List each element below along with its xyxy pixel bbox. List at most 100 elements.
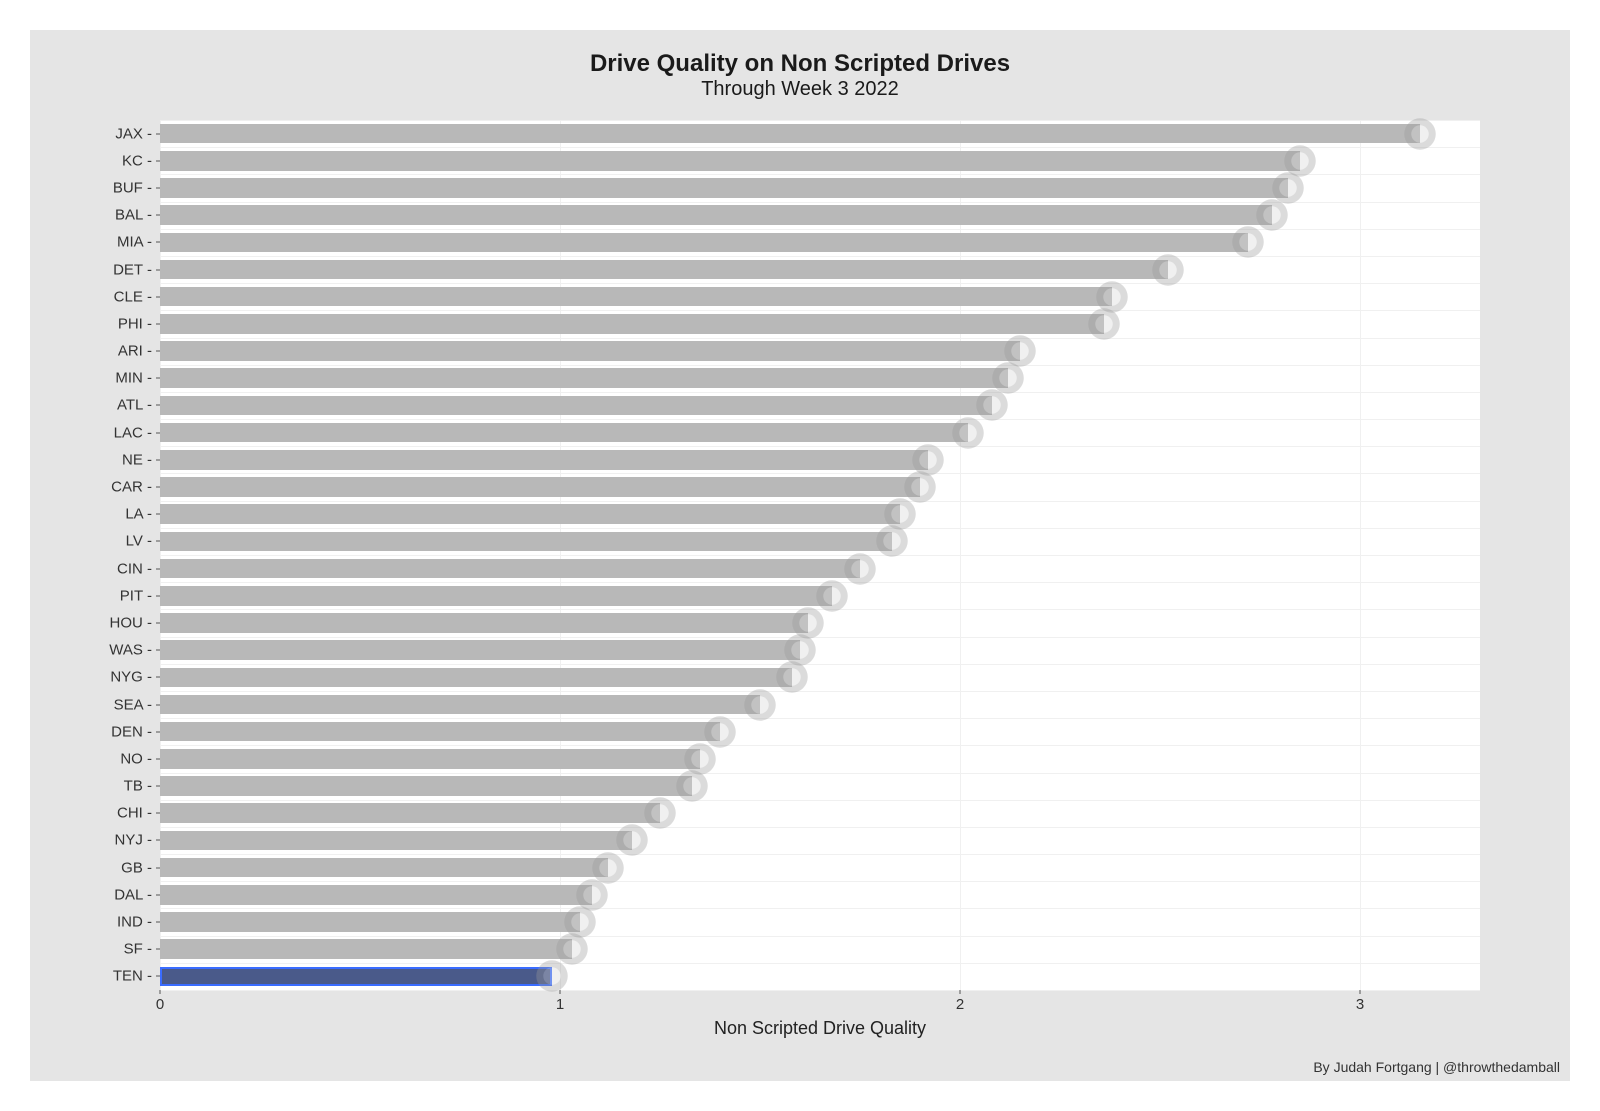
x-tick-label: 2 [956,990,964,1013]
h-gridline [160,256,1480,257]
bar [160,151,1300,171]
y-axis-label: DAL - [114,886,160,903]
y-axis-label: NE - [122,451,160,468]
bar [160,504,900,524]
h-gridline [160,501,1480,502]
bar [160,477,920,497]
y-axis-label: WAS - [109,642,160,659]
y-axis-label: CLE - [114,288,160,305]
team-logo-icon [1227,221,1269,263]
bar [160,314,1104,334]
plot-area: JAX -KC -BUF -BAL -MIA -DET -CLE -PHI -A… [160,120,1480,990]
bar [160,613,808,633]
bar [160,695,760,715]
y-axis-label: IND - [117,914,160,931]
bar [160,912,580,932]
y-axis-label: HOU - [110,614,161,631]
y-axis-label: BUF - [113,179,160,196]
bar [160,939,572,959]
h-gridline [160,473,1480,474]
h-gridline [160,283,1480,284]
bar [160,260,1168,280]
y-axis-label: NO - [120,750,160,767]
y-axis-label: LA - [125,506,160,523]
y-axis-label: LAC - [114,424,160,441]
bar [160,341,1020,361]
y-axis-label: DEN - [111,723,160,740]
y-axis-label: CIN - [117,560,160,577]
h-gridline [160,827,1480,828]
bar [160,885,592,905]
h-gridline [160,365,1480,366]
x-axis-title: Non Scripted Drive Quality [714,1018,926,1039]
x-tick-label: 1 [556,990,564,1013]
h-gridline [160,800,1480,801]
bar [160,287,1112,307]
chart-container: Drive Quality on Non Scripted Drives Thr… [0,0,1600,1111]
h-gridline [160,908,1480,909]
y-axis-label: GB - [121,859,160,876]
h-gridline [160,419,1480,420]
h-gridline [160,338,1480,339]
bar [160,124,1420,144]
h-gridline [160,555,1480,556]
y-axis-label: PIT - [120,587,160,604]
h-gridline [160,446,1480,447]
y-axis-label: NYG - [110,669,160,686]
chart-subtitle: Through Week 3 2022 [70,78,1530,101]
y-axis-label: CHI - [117,805,160,822]
h-gridline [160,881,1480,882]
h-gridline [160,854,1480,855]
chart-panel: Drive Quality on Non Scripted Drives Thr… [30,30,1570,1081]
bar [160,586,832,606]
team-logo-icon [1083,303,1125,345]
h-gridline [160,963,1480,964]
bar [160,668,792,688]
h-gridline [160,528,1480,529]
y-axis-label: ATL - [117,397,160,414]
h-gridline [160,936,1480,937]
bar [160,233,1248,253]
bar [160,749,700,769]
y-axis-label: TB - [124,778,160,795]
y-axis-label: ARI - [118,343,160,360]
h-gridline [160,691,1480,692]
h-gridline [160,745,1480,746]
team-logo-icon [947,412,989,454]
bar-highlight [160,967,552,987]
h-gridline [160,392,1480,393]
bar [160,368,1008,388]
bar [160,423,968,443]
x-tick-label: 3 [1356,990,1364,1013]
bar [160,450,928,470]
bar [160,640,800,660]
bar [160,722,720,742]
team-logo-icon [1399,113,1441,155]
team-logo-icon [531,955,573,997]
team-logo-icon [739,684,781,726]
y-axis-label: CAR - [111,479,160,496]
bar [160,396,992,416]
y-axis-label: DET - [113,261,160,278]
y-axis-label: MIN - [115,370,160,387]
h-gridline [160,773,1480,774]
bar [160,178,1288,198]
bar [160,776,692,796]
y-axis-label: TEN - [113,968,160,985]
y-axis-label: MIA - [117,234,160,251]
h-gridline [160,990,1480,991]
bar [160,205,1272,225]
y-axis-label: PHI - [118,315,160,332]
h-gridline [160,310,1480,311]
y-axis-label: SF - [124,941,160,958]
chart-caption: By Judah Fortgang | @throwthedamball [1313,1059,1560,1075]
bar [160,858,608,878]
h-gridline [160,718,1480,719]
chart-title: Drive Quality on Non Scripted Drives [70,50,1530,78]
h-gridline [160,120,1480,121]
y-axis-label: NYJ - [115,832,161,849]
x-tick-label: 0 [156,990,164,1013]
bar [160,803,660,823]
bar [160,831,632,851]
bar [160,532,892,552]
